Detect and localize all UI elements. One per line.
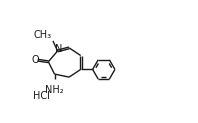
Text: CH₃: CH₃ [33, 30, 51, 40]
Text: N: N [55, 44, 62, 54]
Text: NH₂: NH₂ [45, 85, 64, 95]
Text: methyl: methyl [31, 33, 65, 43]
Text: O: O [31, 55, 39, 65]
Text: HCl: HCl [33, 91, 50, 101]
